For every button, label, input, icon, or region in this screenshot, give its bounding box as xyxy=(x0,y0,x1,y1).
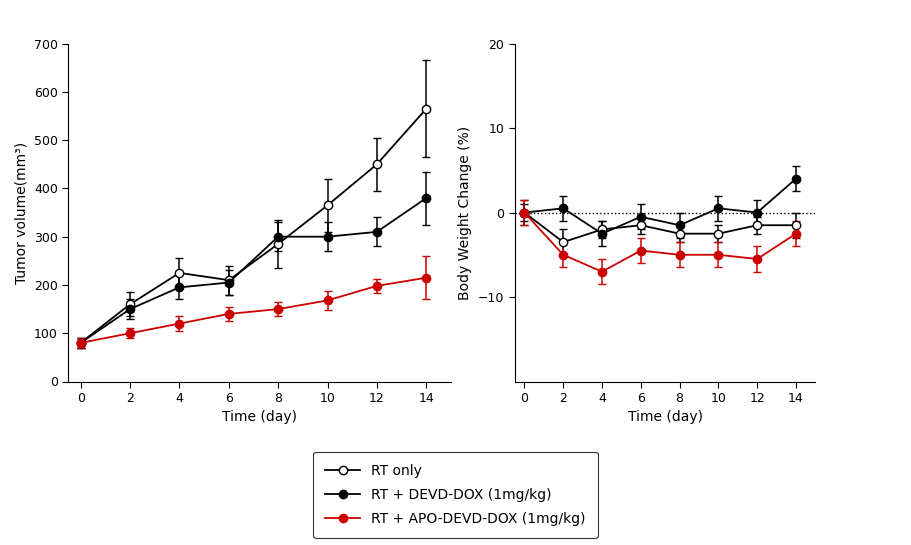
X-axis label: Time (day): Time (day) xyxy=(628,410,702,425)
X-axis label: Time (day): Time (day) xyxy=(222,410,297,425)
Legend: RT only, RT + DEVD-DOX (1mg/kg), RT + APO-DEVD-DOX (1mg/kg): RT only, RT + DEVD-DOX (1mg/kg), RT + AP… xyxy=(312,452,599,538)
Y-axis label: Tumor volume(mm³): Tumor volume(mm³) xyxy=(15,142,28,283)
Y-axis label: Body Weight Change (%): Body Weight Change (%) xyxy=(458,125,473,300)
